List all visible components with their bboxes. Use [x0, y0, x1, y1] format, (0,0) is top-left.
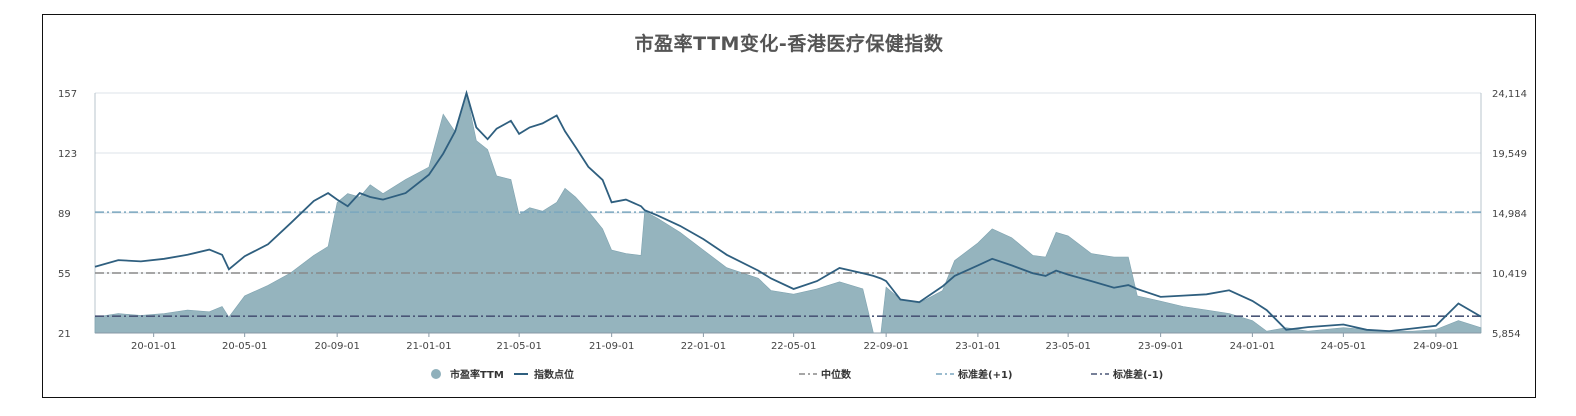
y-left-tick-label: 89 — [58, 209, 71, 220]
legend-label: 标准差(-1) — [1112, 368, 1163, 381]
legend-label: 指数点位 — [534, 368, 574, 381]
x-tick-label: 20-05-01 — [222, 341, 267, 352]
x-tick-label: 23-09-01 — [1138, 341, 1183, 352]
x-tick-label: 23-05-01 — [1045, 341, 1090, 352]
y-left-tick-label: 157 — [58, 89, 77, 100]
y-right-tick-label: 14,984 — [1492, 209, 1527, 220]
index-line — [94, 89, 1482, 333]
x-tick-label: 20-09-01 — [314, 341, 359, 352]
legend-label: 标准差(+1) — [957, 368, 1012, 381]
y-left-tick-label: 21 — [58, 329, 71, 340]
chart-title: 市盈率TTM变化-香港医疗保健指数 — [634, 33, 944, 55]
legend-label: 中位数 — [821, 368, 852, 381]
x-tick-label: 20-01-01 — [131, 341, 176, 352]
x-tick-label: 24-01-01 — [1230, 341, 1275, 352]
y-right-tick-label: 10,419 — [1492, 269, 1527, 280]
y-right-tick-label: 5,854 — [1492, 329, 1521, 340]
x-tick-label: 23-01-01 — [955, 341, 1000, 352]
x-tick-label: 24-05-01 — [1321, 341, 1366, 352]
x-tick-label: 21-05-01 — [496, 341, 541, 352]
x-tick-label: 24-09-01 — [1413, 341, 1458, 352]
x-tick-label: 21-01-01 — [406, 341, 451, 352]
x-tick-label: 22-01-01 — [681, 341, 726, 352]
y-right-tick-label: 19,549 — [1492, 149, 1527, 160]
y-left-tick-label: 123 — [58, 149, 77, 160]
x-tick-label: 22-09-01 — [863, 341, 908, 352]
legend-swatch-circle — [431, 369, 441, 379]
y-left-tick-label: 55 — [58, 269, 71, 280]
y-right-tick-label: 24,114 — [1492, 89, 1527, 100]
legend-label: 市盈率TTM — [450, 368, 504, 381]
chart-frame: 市盈率TTM变化-香港医疗保健指数 — [42, 14, 1536, 398]
x-tick-label: 21-09-01 — [589, 341, 634, 352]
x-tick-label: 22-05-01 — [771, 341, 816, 352]
